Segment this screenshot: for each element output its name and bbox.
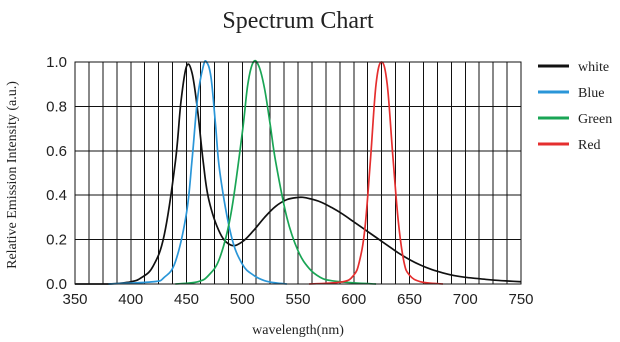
x-tick-label: 650: [397, 291, 422, 308]
series-line-white: [75, 63, 522, 285]
x-tick-label: 350: [62, 291, 87, 308]
y-axis-ticks: 0.0 0.2 0.4 0.6 0.8 1.0: [46, 54, 67, 293]
x-tick-label: 550: [285, 291, 310, 308]
chart-series: [75, 59, 522, 285]
x-tick-label: 450: [174, 291, 199, 308]
series-line-red: [309, 61, 444, 285]
y-tick-label: 0.2: [46, 232, 67, 249]
x-tick-label: 400: [118, 291, 143, 308]
chart-grid: [75, 62, 521, 284]
chart-legend: white Blue Green Red: [538, 60, 612, 153]
y-tick-label: 0.6: [46, 143, 67, 160]
y-tick-label: 0.8: [46, 98, 67, 115]
plot-frame: [74, 61, 522, 285]
x-tick-label: 700: [453, 291, 478, 308]
x-axis-label: wavelength(nm): [252, 323, 344, 338]
y-tick-label: 1.0: [46, 54, 67, 71]
series-line-green: [175, 59, 377, 285]
x-tick-label: 750: [508, 291, 533, 308]
chart-title: Spectrum Chart: [222, 8, 374, 34]
series-line-blue: [108, 59, 287, 285]
x-axis-ticks: 350 400 450 500 550 600 650 700 750: [62, 291, 533, 308]
x-tick-label: 500: [230, 291, 255, 308]
x-tick-label: 600: [341, 291, 366, 308]
legend-label-blue: Blue: [578, 86, 604, 101]
y-tick-label: 0.4: [46, 187, 67, 204]
legend-label-white: white: [578, 60, 609, 75]
legend-label-green: Green: [578, 112, 612, 127]
y-axis-label: Relative Emission Intensity (a.u.): [5, 81, 20, 269]
y-tick-label: 0.0: [46, 276, 67, 293]
legend-label-red: Red: [578, 138, 601, 153]
